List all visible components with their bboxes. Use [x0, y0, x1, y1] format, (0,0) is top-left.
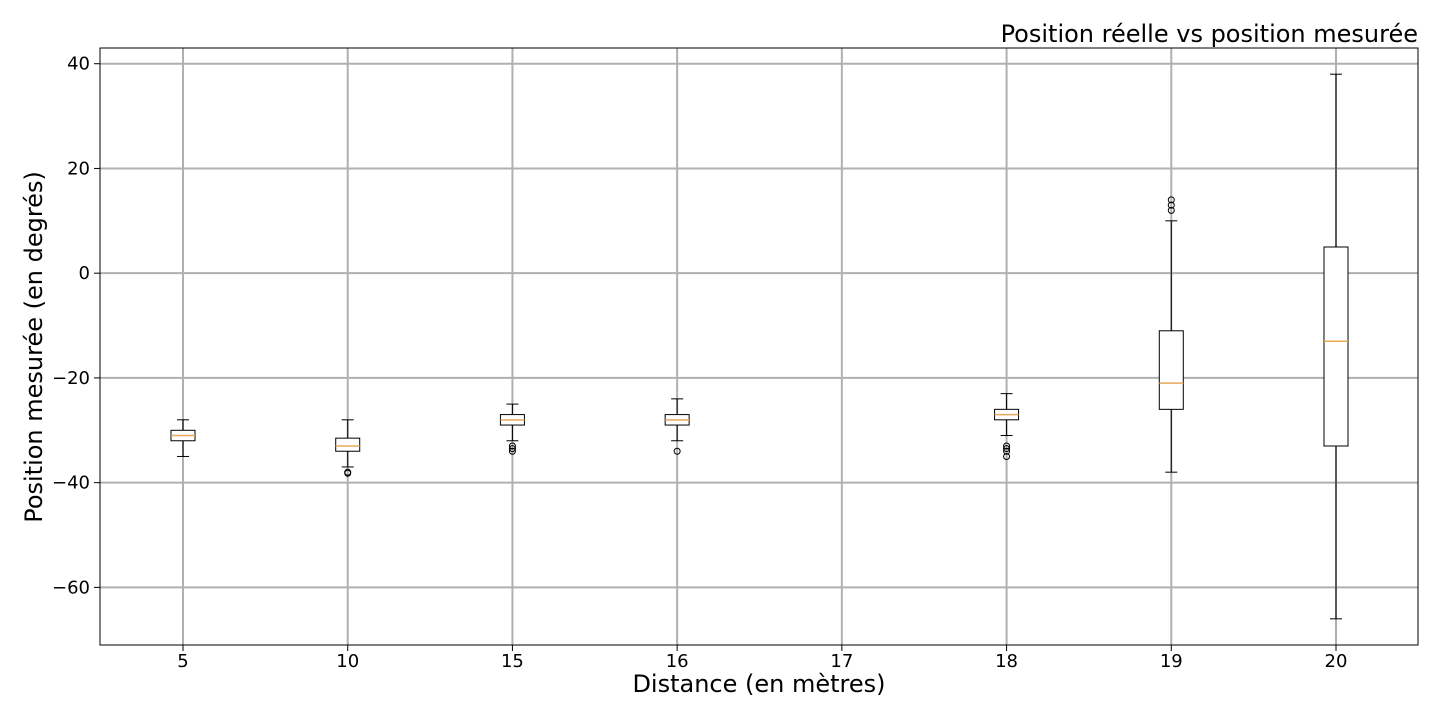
- axis-ticks: 40 20 0 −20 −40 −60 5 10 15 16 17 18 19 20: [52, 54, 1347, 672]
- outlier-point: [508, 445, 516, 453]
- outlier-point: [1167, 196, 1175, 204]
- outlier-point: [508, 442, 516, 450]
- iqr-box: [335, 437, 361, 452]
- y-tick-label: −20: [52, 368, 90, 389]
- x-tick-label: 5: [177, 651, 188, 672]
- y-tick-label: −60: [52, 577, 90, 598]
- box-15: [499, 403, 525, 455]
- outlier-point: [673, 447, 681, 455]
- outlier-point: [344, 469, 352, 477]
- grid-lines: [100, 48, 1418, 645]
- outlier-point: [1003, 452, 1011, 460]
- box-20: [1323, 73, 1349, 620]
- outlier-point: [1167, 206, 1175, 214]
- outlier-point: [1003, 445, 1011, 453]
- x-tick-label: 17: [830, 651, 853, 672]
- y-tick-label: 0: [79, 263, 90, 284]
- outlier-point: [1003, 447, 1011, 455]
- box-5: [170, 419, 196, 457]
- outlier-point: [1003, 442, 1011, 450]
- y-tick-label: 20: [67, 158, 90, 179]
- outlier-point: [508, 447, 516, 455]
- plot-frame: [99, 47, 1419, 646]
- box-10: [335, 419, 361, 477]
- outlier-point: [1167, 201, 1175, 209]
- chart-title: Position réelle vs position mesurée: [1001, 20, 1418, 48]
- x-tick-label: 19: [1160, 651, 1183, 672]
- iqr-box: [1158, 330, 1184, 410]
- box-19: [1158, 196, 1184, 473]
- x-tick-label: 10: [336, 651, 359, 672]
- y-tick-label: 40: [67, 54, 90, 75]
- x-tick-label: 15: [501, 651, 524, 672]
- y-axis-title: Position mesurée (en degrés): [20, 171, 48, 523]
- box-16: [664, 398, 690, 455]
- box-18: [994, 393, 1020, 460]
- y-tick-label: −40: [52, 473, 90, 494]
- x-tick-label: 16: [666, 651, 689, 672]
- x-axis-title: Distance (en mètres): [632, 670, 885, 698]
- box-series: [170, 73, 1349, 620]
- x-tick-label: 20: [1325, 651, 1348, 672]
- x-tick-label: 18: [995, 651, 1018, 672]
- iqr-box: [1323, 246, 1349, 447]
